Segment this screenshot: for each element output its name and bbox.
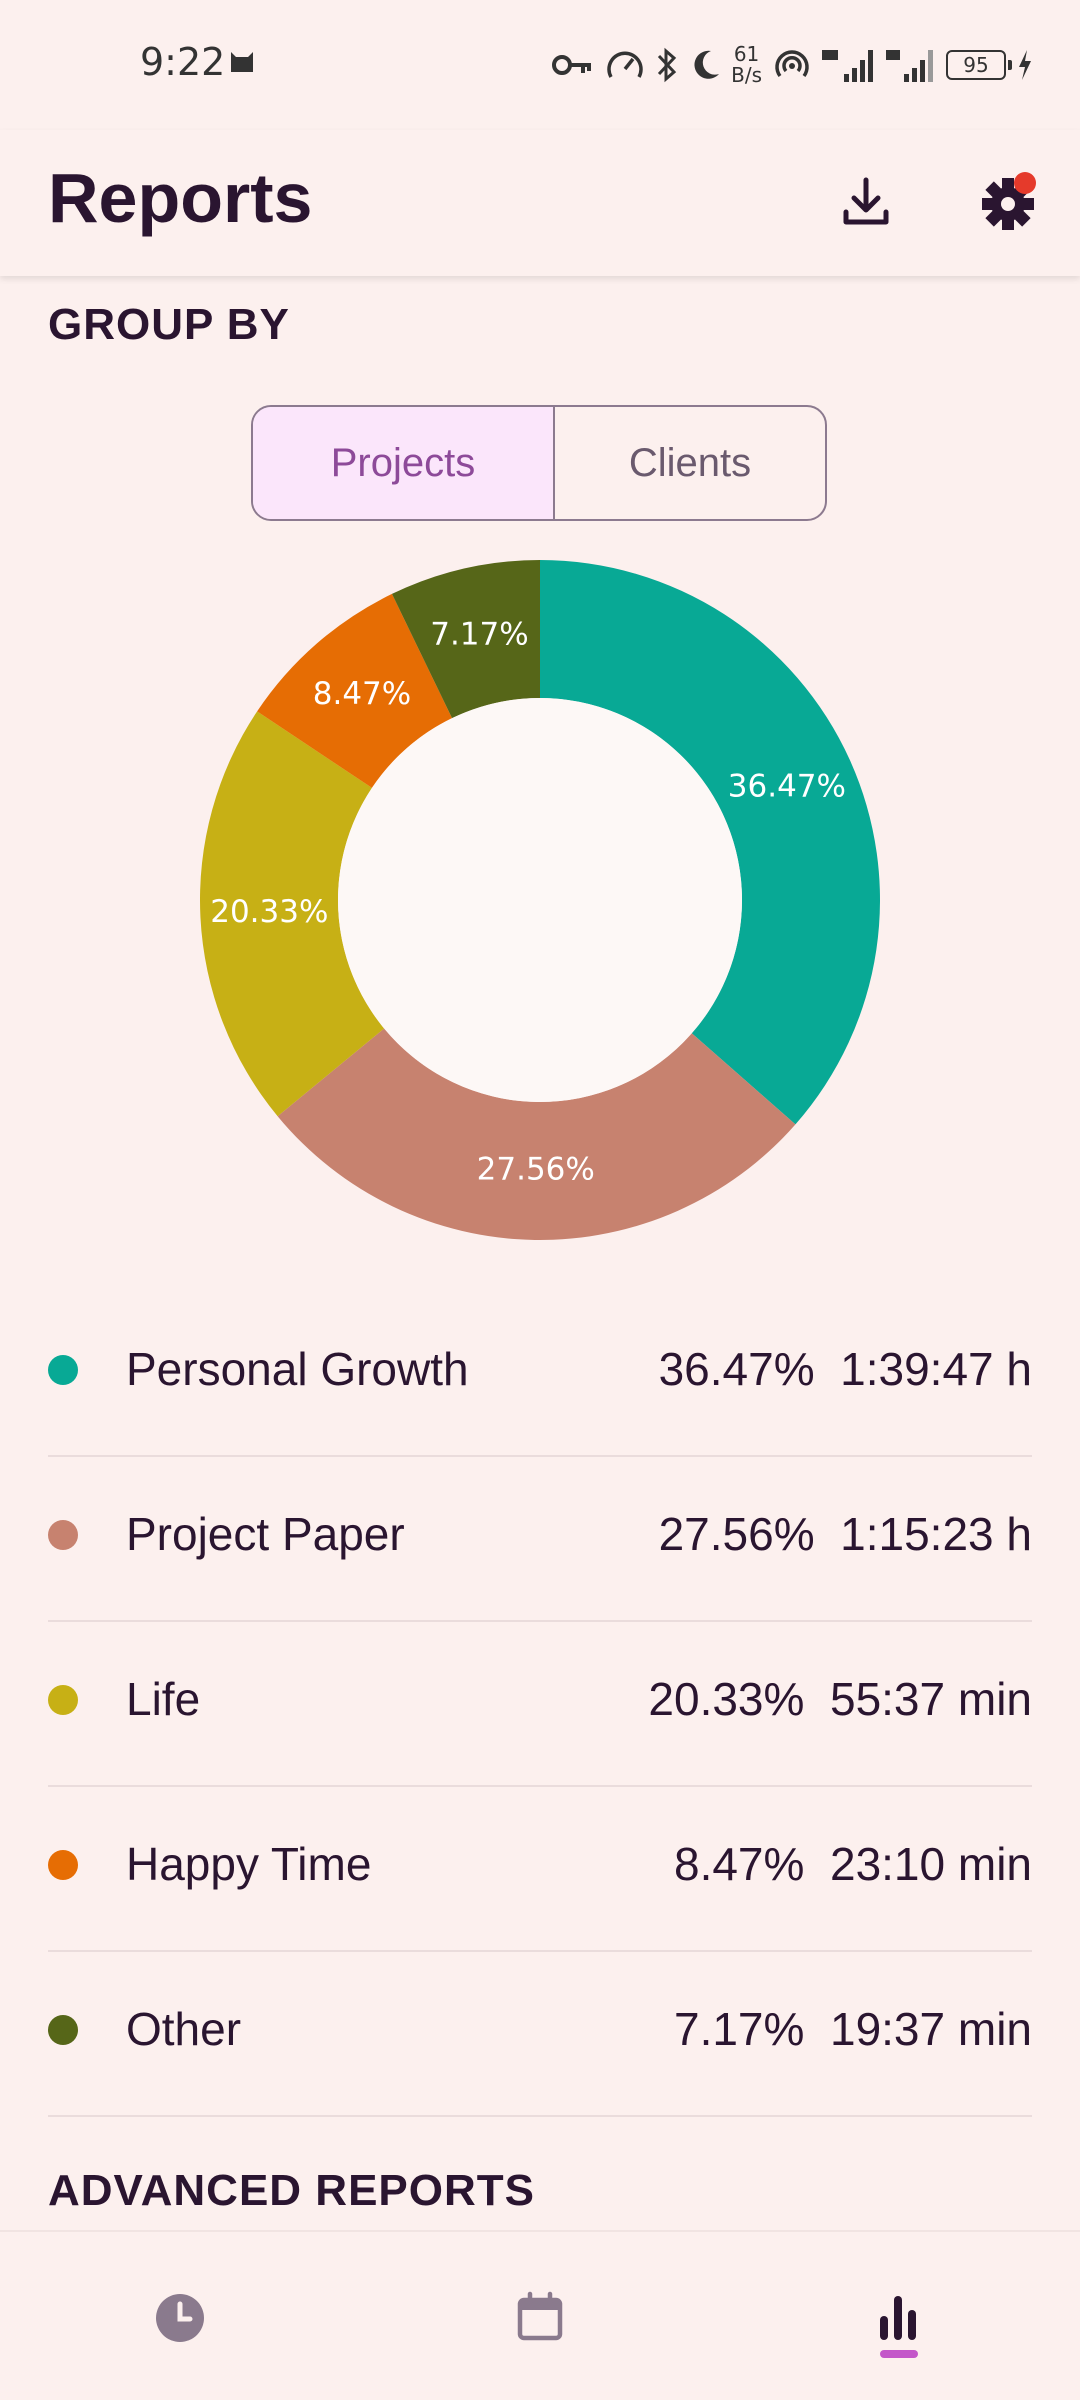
download-icon: [843, 177, 889, 225]
page-title: Reports: [48, 159, 313, 237]
donut-slice-project-paper[interactable]: [277, 1028, 796, 1240]
segment-projects[interactable]: Projects: [253, 407, 553, 519]
moon-icon: [694, 50, 720, 79]
signal-5g-icon: [822, 50, 873, 82]
bottom-navigation: [0, 2230, 1080, 2400]
bluetooth-icon: [658, 47, 677, 83]
vpn-key-icon: [552, 55, 592, 75]
legend-percent: 27.56%: [658, 1508, 815, 1560]
legend-duration: 55:37 min: [829, 1673, 1032, 1725]
bar-chart-icon: [880, 2296, 916, 2340]
donut-label: 8.47%: [313, 676, 411, 712]
nav-calendar[interactable]: [510, 2288, 570, 2348]
active-tab-indicator: [880, 2350, 918, 2358]
legend-value: 27.56% 1:15:23 h: [659, 1507, 1032, 1561]
legend-list: Personal Growth 36.47% 1:39:47 h Project…: [48, 1292, 1032, 2117]
donut-slice-life[interactable]: [200, 711, 385, 1117]
legend-duration: 19:37 min: [829, 2003, 1032, 2055]
charging-icon: [1019, 50, 1031, 80]
gear-icon: [982, 178, 1034, 230]
group-by-segmented-control: Projects Clients: [251, 405, 827, 521]
timer-icon: [156, 2294, 204, 2342]
legend-duration: 1:15:23 h: [840, 1508, 1032, 1560]
donut-slice-happy-time[interactable]: [257, 593, 453, 788]
signal-4g-icon: [886, 50, 933, 82]
legend-percent: 8.47%: [673, 1838, 805, 1890]
speedometer-icon: [607, 51, 643, 78]
legend-color-dot: [48, 1520, 78, 1550]
legend-color-dot: [48, 1685, 78, 1715]
legend-percent: 7.17%: [673, 2003, 805, 2055]
segment-clients[interactable]: Clients: [553, 407, 825, 519]
status-bar: 9:22 61 B/s: [0, 0, 1080, 130]
donut-chart: 36.47% 27.56% 20.33% 8.47% 7.17%: [200, 560, 880, 1240]
cat-icon: [231, 52, 253, 72]
donut-label: 7.17%: [430, 616, 528, 652]
network-speed: 61 B/s: [731, 44, 762, 86]
legend-label: Happy Time: [126, 1838, 372, 1890]
legend-value: 20.33% 55:37 min: [648, 1672, 1032, 1726]
status-time: 9:22: [140, 40, 226, 84]
donut-slice-other[interactable]: [391, 560, 540, 719]
legend-value: 7.17% 19:37 min: [674, 2002, 1032, 2056]
legend-duration: 23:10 min: [829, 1838, 1032, 1890]
settings-button[interactable]: [978, 166, 1042, 236]
legend-label: Project Paper: [126, 1508, 405, 1560]
download-button[interactable]: [836, 166, 896, 236]
advanced-reports-title: ADVANCED REPORTS: [48, 2166, 536, 2215]
legend-item-life[interactable]: Life 20.33% 55:37 min: [48, 1622, 1032, 1787]
app-bar: Reports: [0, 130, 1080, 276]
hotspot-icon: [775, 50, 809, 78]
donut-hole: [338, 698, 742, 1102]
legend-label: Personal Growth: [126, 1343, 469, 1395]
legend-color-dot: [48, 1355, 78, 1385]
nav-timer[interactable]: [150, 2288, 210, 2348]
notification-dot: [1014, 172, 1036, 194]
legend-item-personal-growth[interactable]: Personal Growth 36.47% 1:39:47 h: [48, 1292, 1032, 1457]
donut-label: 20.33%: [210, 894, 328, 930]
network-speed-value: 61: [733, 42, 760, 66]
donut-label: 27.56%: [477, 1151, 595, 1187]
legend-item-happy-time[interactable]: Happy Time 8.47% 23:10 min: [48, 1787, 1032, 1952]
group-by-title: GROUP BY: [48, 300, 290, 349]
legend-duration: 1:39:47 h: [840, 1343, 1032, 1395]
status-icons: 61 B/s 95: [551, 40, 1034, 90]
network-speed-unit: B/s: [731, 63, 762, 87]
legend-label: Life: [126, 1673, 201, 1725]
legend-color-dot: [48, 1850, 78, 1880]
legend-percent: 36.47%: [658, 1343, 815, 1395]
calendar-icon: [517, 2291, 563, 2341]
legend-percent: 20.33%: [648, 1673, 805, 1725]
donut-label: 36.47%: [728, 769, 846, 805]
legend-value: 36.47% 1:39:47 h: [659, 1342, 1032, 1396]
legend-item-other[interactable]: Other 7.17% 19:37 min: [48, 1952, 1032, 2117]
donut-slice-personal-growth[interactable]: [540, 560, 880, 1125]
legend-label: Other: [126, 2003, 242, 2055]
legend-color-dot: [48, 2015, 78, 2045]
legend-value: 8.47% 23:10 min: [674, 1837, 1032, 1891]
legend-item-project-paper[interactable]: Project Paper 27.56% 1:15:23 h: [48, 1457, 1032, 1622]
nav-reports[interactable]: [868, 2288, 928, 2348]
battery-indicator: 95: [946, 50, 1012, 80]
